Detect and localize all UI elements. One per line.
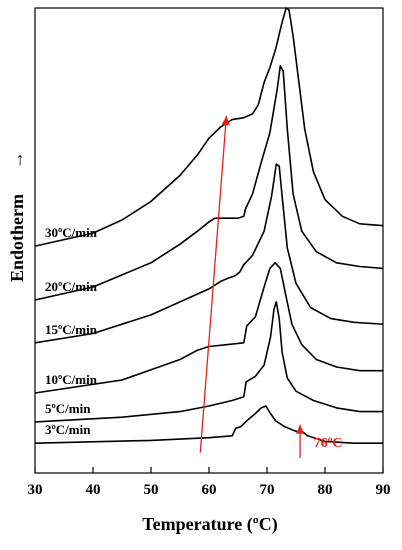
x-tick-label: 90 bbox=[376, 482, 391, 498]
series-line bbox=[34, 262, 383, 394]
curve-labels: 3ºC/min 5ºC/min 10ºC/min 15ºC/min 20ºC/min 30… bbox=[45, 225, 98, 437]
annotation-label: 76ºC bbox=[314, 436, 343, 451]
series-label: 3ºC/min bbox=[45, 422, 91, 437]
y-axis-label: Endotherm bbox=[7, 194, 27, 282]
series-line bbox=[34, 64, 384, 301]
x-tick-label: 40 bbox=[86, 482, 101, 498]
series-line bbox=[34, 7, 384, 247]
series-line bbox=[34, 301, 383, 423]
x-tick-label: 70 bbox=[260, 482, 275, 498]
x-tick-label: 30 bbox=[28, 482, 43, 498]
series-layer bbox=[34, 7, 384, 444]
series-label: 20ºC/min bbox=[45, 279, 98, 294]
annotation-arrowhead bbox=[295, 424, 305, 434]
series-line bbox=[34, 163, 384, 344]
series-label: 5ºC/min bbox=[45, 401, 91, 416]
annotation-arrowhead bbox=[221, 115, 230, 126]
x-axis-ticks: 30 40 50 60 70 80 90 bbox=[28, 467, 391, 498]
series-label: 10ºC/min bbox=[45, 372, 98, 387]
series-line bbox=[34, 405, 383, 444]
x-tick-label: 50 bbox=[144, 482, 159, 498]
x-axis-label: Temperature (ºC) bbox=[142, 514, 277, 535]
x-tick-label: 60 bbox=[202, 482, 217, 498]
series-label: 30ºC/min bbox=[45, 225, 98, 240]
annotations: 76ºC bbox=[199, 115, 343, 459]
y-axis-label-group: Endotherm → bbox=[7, 151, 27, 282]
series-label: 15ºC/min bbox=[45, 322, 98, 337]
annotation-arrow bbox=[199, 115, 228, 453]
y-axis-arrow: → bbox=[7, 151, 27, 169]
x-tick-label: 80 bbox=[318, 482, 333, 498]
